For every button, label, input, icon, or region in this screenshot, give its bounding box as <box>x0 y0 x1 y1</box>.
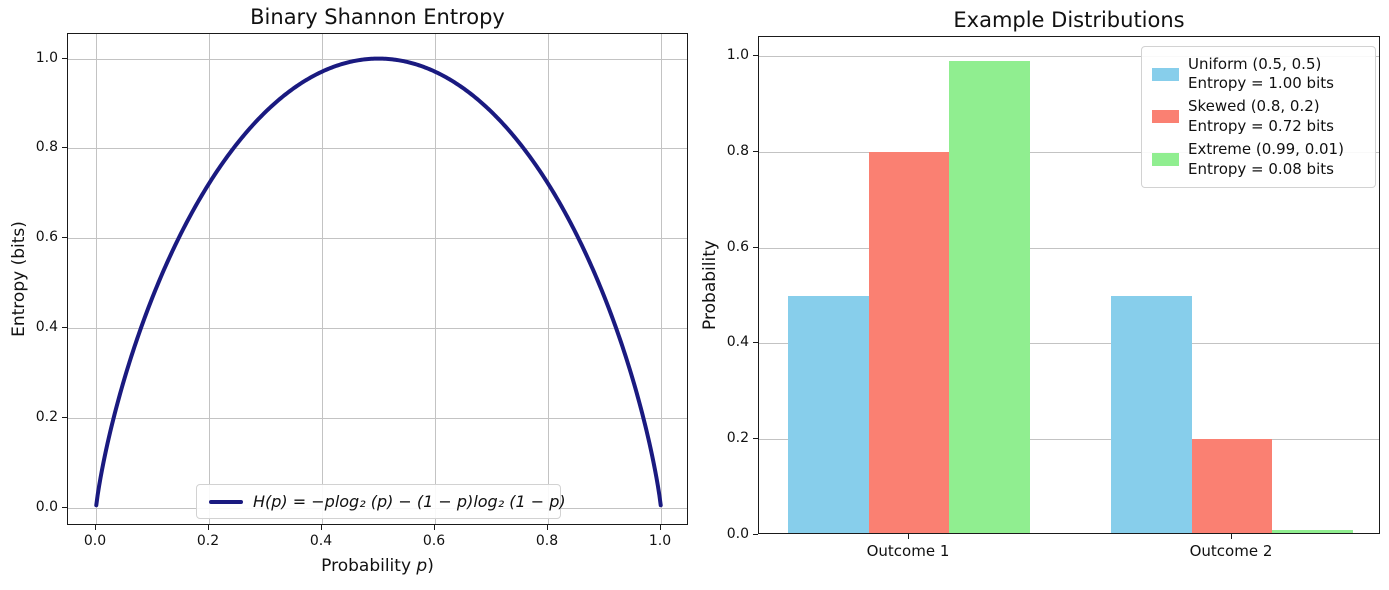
legend-color-swatch <box>1152 67 1179 81</box>
bar-skewed-outcome-2 <box>1191 439 1273 533</box>
legend-entropy-value: Entropy = 1.00 bits <box>1188 74 1334 93</box>
x-tick-label: 0.4 <box>309 533 333 549</box>
bar-uniform-outcome-2 <box>1111 295 1192 533</box>
x-tick-label: 1.0 <box>648 533 672 549</box>
gridline <box>759 343 1379 345</box>
right-chart-title: Example Distributions <box>953 8 1185 32</box>
legend-entry: Skewed (0.8, 0.2) Entropy = 0.72 bits <box>1152 97 1365 137</box>
xlabel-variable: p <box>416 556 428 576</box>
y-tick-mark <box>753 534 758 535</box>
y-tick-label: 0.4 <box>726 334 749 351</box>
y-tick-mark <box>62 57 67 59</box>
y-tick-label: 0.2 <box>726 430 749 447</box>
y-tick-mark <box>753 246 758 248</box>
formula-legend: H(p) = −plog₂ (p) − (1 − p)log₂ (1 − p) <box>196 484 566 519</box>
x-tick-mark <box>434 525 435 530</box>
gridline <box>96 34 97 524</box>
gridline <box>548 34 549 524</box>
x-tick-mark <box>908 534 909 539</box>
y-tick-mark <box>753 55 758 56</box>
navy-line-swatch <box>209 499 243 504</box>
gridline <box>68 418 687 420</box>
x-tick-mark <box>321 525 322 530</box>
gridline <box>68 148 687 150</box>
gridline <box>209 34 210 524</box>
entropy-curve <box>94 56 663 508</box>
legend-series-name: Uniform (0.5, 0.5) <box>1188 54 1322 73</box>
entropy-curve-axes: H(p) = −plog₂ (p) − (1 − p)log₂ (1 − p) <box>67 33 688 525</box>
gridline <box>435 34 436 524</box>
gridline <box>759 56 1379 57</box>
y-tick-mark <box>62 417 67 419</box>
left-chart-title: Binary Shannon Entropy <box>250 5 505 29</box>
y-tick-mark <box>753 150 758 152</box>
gridline <box>759 151 1379 153</box>
left-x-axis-label: Probability p) <box>67 556 688 576</box>
legend-series-name: Extreme (0.99, 0.01) <box>1188 139 1344 158</box>
y-tick-mark <box>62 147 67 149</box>
x-tick-label: 0.2 <box>196 533 220 549</box>
y-tick-mark <box>753 438 758 440</box>
y-tick-label: 0.6 <box>726 238 749 255</box>
legend-color-swatch <box>1152 110 1179 124</box>
bar-uniform-outcome-1 <box>788 295 869 533</box>
x-tick-label: 0.6 <box>422 533 446 549</box>
bar-skewed-outcome-1 <box>868 151 950 533</box>
x-tick-mark <box>660 525 661 530</box>
distributions-bar-axes: Uniform (0.5, 0.5) Entropy = 1.00 bits Ske… <box>758 36 1380 534</box>
gridline <box>759 247 1379 249</box>
y-tick-label: 1.0 <box>35 49 58 66</box>
gridline <box>661 34 662 524</box>
bar-extreme-outcome-2 <box>1272 530 1353 533</box>
legend-entry-label: Extreme (0.99, 0.01) Entropy = 0.08 bits <box>1188 140 1344 180</box>
x-tick-mark <box>95 525 96 530</box>
legend-color-swatch <box>1152 153 1179 167</box>
legend-series-name: Skewed (0.8, 0.2) <box>1188 97 1320 116</box>
left-y-axis-label: Entropy (bits) <box>9 221 29 337</box>
x-tick-label: 0.8 <box>535 533 559 549</box>
xlabel-suffix: ) <box>427 556 434 576</box>
category-label: Outcome 2 <box>1189 542 1273 560</box>
x-tick-mark <box>547 525 548 530</box>
category-label: Outcome 1 <box>866 542 950 560</box>
x-tick-mark <box>208 525 209 530</box>
legend-entry: Uniform (0.5, 0.5) Entropy = 1.00 bits <box>1152 55 1365 95</box>
entropy-formula: H(p) = −plog₂ (p) − (1 − p)log₂ (1 − p) <box>253 492 566 511</box>
y-tick-mark <box>62 237 67 239</box>
legend-entropy-value: Entropy = 0.08 bits <box>1188 159 1334 178</box>
legend-entropy-value: Entropy = 0.72 bits <box>1188 116 1334 135</box>
y-tick-label: 0.8 <box>726 142 749 159</box>
gridline <box>759 439 1379 441</box>
y-tick-label: 0.4 <box>35 319 58 336</box>
gridline <box>322 34 323 524</box>
legend-entry-label: Uniform (0.5, 0.5) Entropy = 1.00 bits <box>1188 55 1334 95</box>
right-y-axis-label: Probability <box>700 240 720 330</box>
x-tick-mark <box>1231 534 1232 539</box>
legend-entry: Extreme (0.99, 0.01) Entropy = 0.08 bits <box>1152 140 1365 180</box>
y-tick-label: 0.0 <box>35 499 58 515</box>
entropy-curve-path <box>94 56 663 508</box>
gridline <box>68 238 687 240</box>
y-tick-mark <box>753 342 758 344</box>
y-tick-mark <box>62 327 67 329</box>
distributions-legend: Uniform (0.5, 0.5) Entropy = 1.00 bits Ske… <box>1141 46 1376 188</box>
y-tick-label: 0.6 <box>35 229 58 246</box>
y-tick-label: 0.8 <box>35 139 58 156</box>
y-tick-mark <box>62 507 67 508</box>
gridline <box>68 328 687 330</box>
y-tick-label: 1.0 <box>726 47 749 63</box>
legend-entry-label: Skewed (0.8, 0.2) Entropy = 0.72 bits <box>1188 97 1334 137</box>
xlabel-prefix: Probability <box>321 556 417 576</box>
x-tick-label: 0.0 <box>83 533 107 549</box>
y-tick-label: 0.0 <box>726 526 749 542</box>
y-tick-label: 0.2 <box>35 409 58 426</box>
bar-extreme-outcome-1 <box>949 60 1030 533</box>
